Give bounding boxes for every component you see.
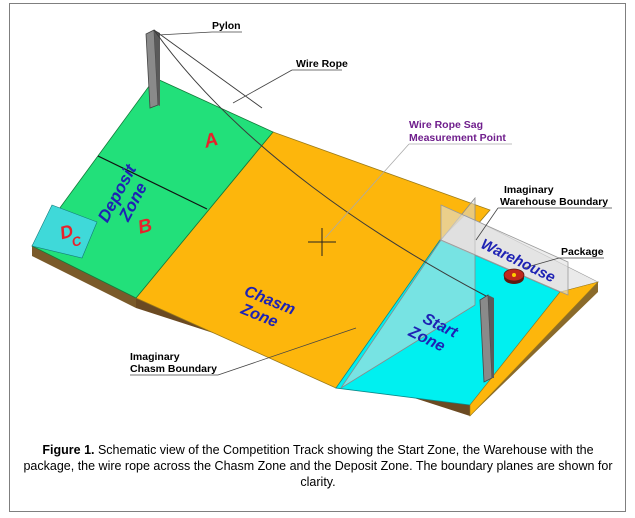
region-c-label: C	[70, 233, 84, 250]
chasm-boundary-label-line2: Chasm Boundary	[130, 363, 217, 375]
sag-point-label-line2: Measurement Point	[409, 132, 506, 144]
sag-measurement-cross	[308, 228, 336, 256]
figure-caption: Figure 1. Schematic view of the Competit…	[22, 442, 614, 490]
sag-point-label-line1: Wire Rope Sag	[409, 119, 483, 131]
wire-rope-guy	[153, 29, 263, 109]
sag-leader	[324, 143, 410, 239]
pylon-left	[145, 29, 160, 109]
pylon-right	[479, 294, 494, 383]
deposit-corner-dc-area	[31, 204, 98, 259]
warehouse-boundary-label-line1: Imaginary	[504, 184, 554, 196]
caption-text: Schematic view of the Competition Track …	[23, 443, 613, 489]
package-label: Package	[561, 246, 604, 258]
track-right-strip	[469, 281, 599, 417]
wire-rope	[153, 29, 487, 297]
package-leader	[523, 257, 560, 269]
deposit-ab-divider	[97, 155, 208, 210]
pylon-leader	[157, 31, 213, 36]
chasm-boundary-plane	[340, 196, 476, 389]
track-base-left-side	[32, 246, 136, 308]
pylon-label: Pylon	[212, 20, 241, 32]
chasm-boundary-leader	[217, 327, 357, 376]
wire-rope-leader	[232, 69, 293, 104]
competition-track-diagram: Pylon Wire Rope Wire Rope Sag Measuremen…	[31, 20, 612, 417]
region-a-label: A	[201, 129, 221, 153]
warehouse-boundary-leader	[475, 207, 499, 241]
wire-rope-label: Wire Rope	[296, 58, 348, 70]
region-b-label: B	[136, 215, 155, 239]
chasm-boundary-label-line1: Imaginary	[130, 351, 180, 363]
caption-label: Figure 1.	[42, 443, 95, 457]
region-d-label: D	[58, 221, 76, 244]
warehouse-boundary-plane	[440, 204, 569, 296]
deposit-zone-surface	[31, 77, 274, 299]
package-icon	[503, 268, 525, 284]
warehouse-boundary-label-line2: Warehouse Boundary	[500, 196, 608, 208]
